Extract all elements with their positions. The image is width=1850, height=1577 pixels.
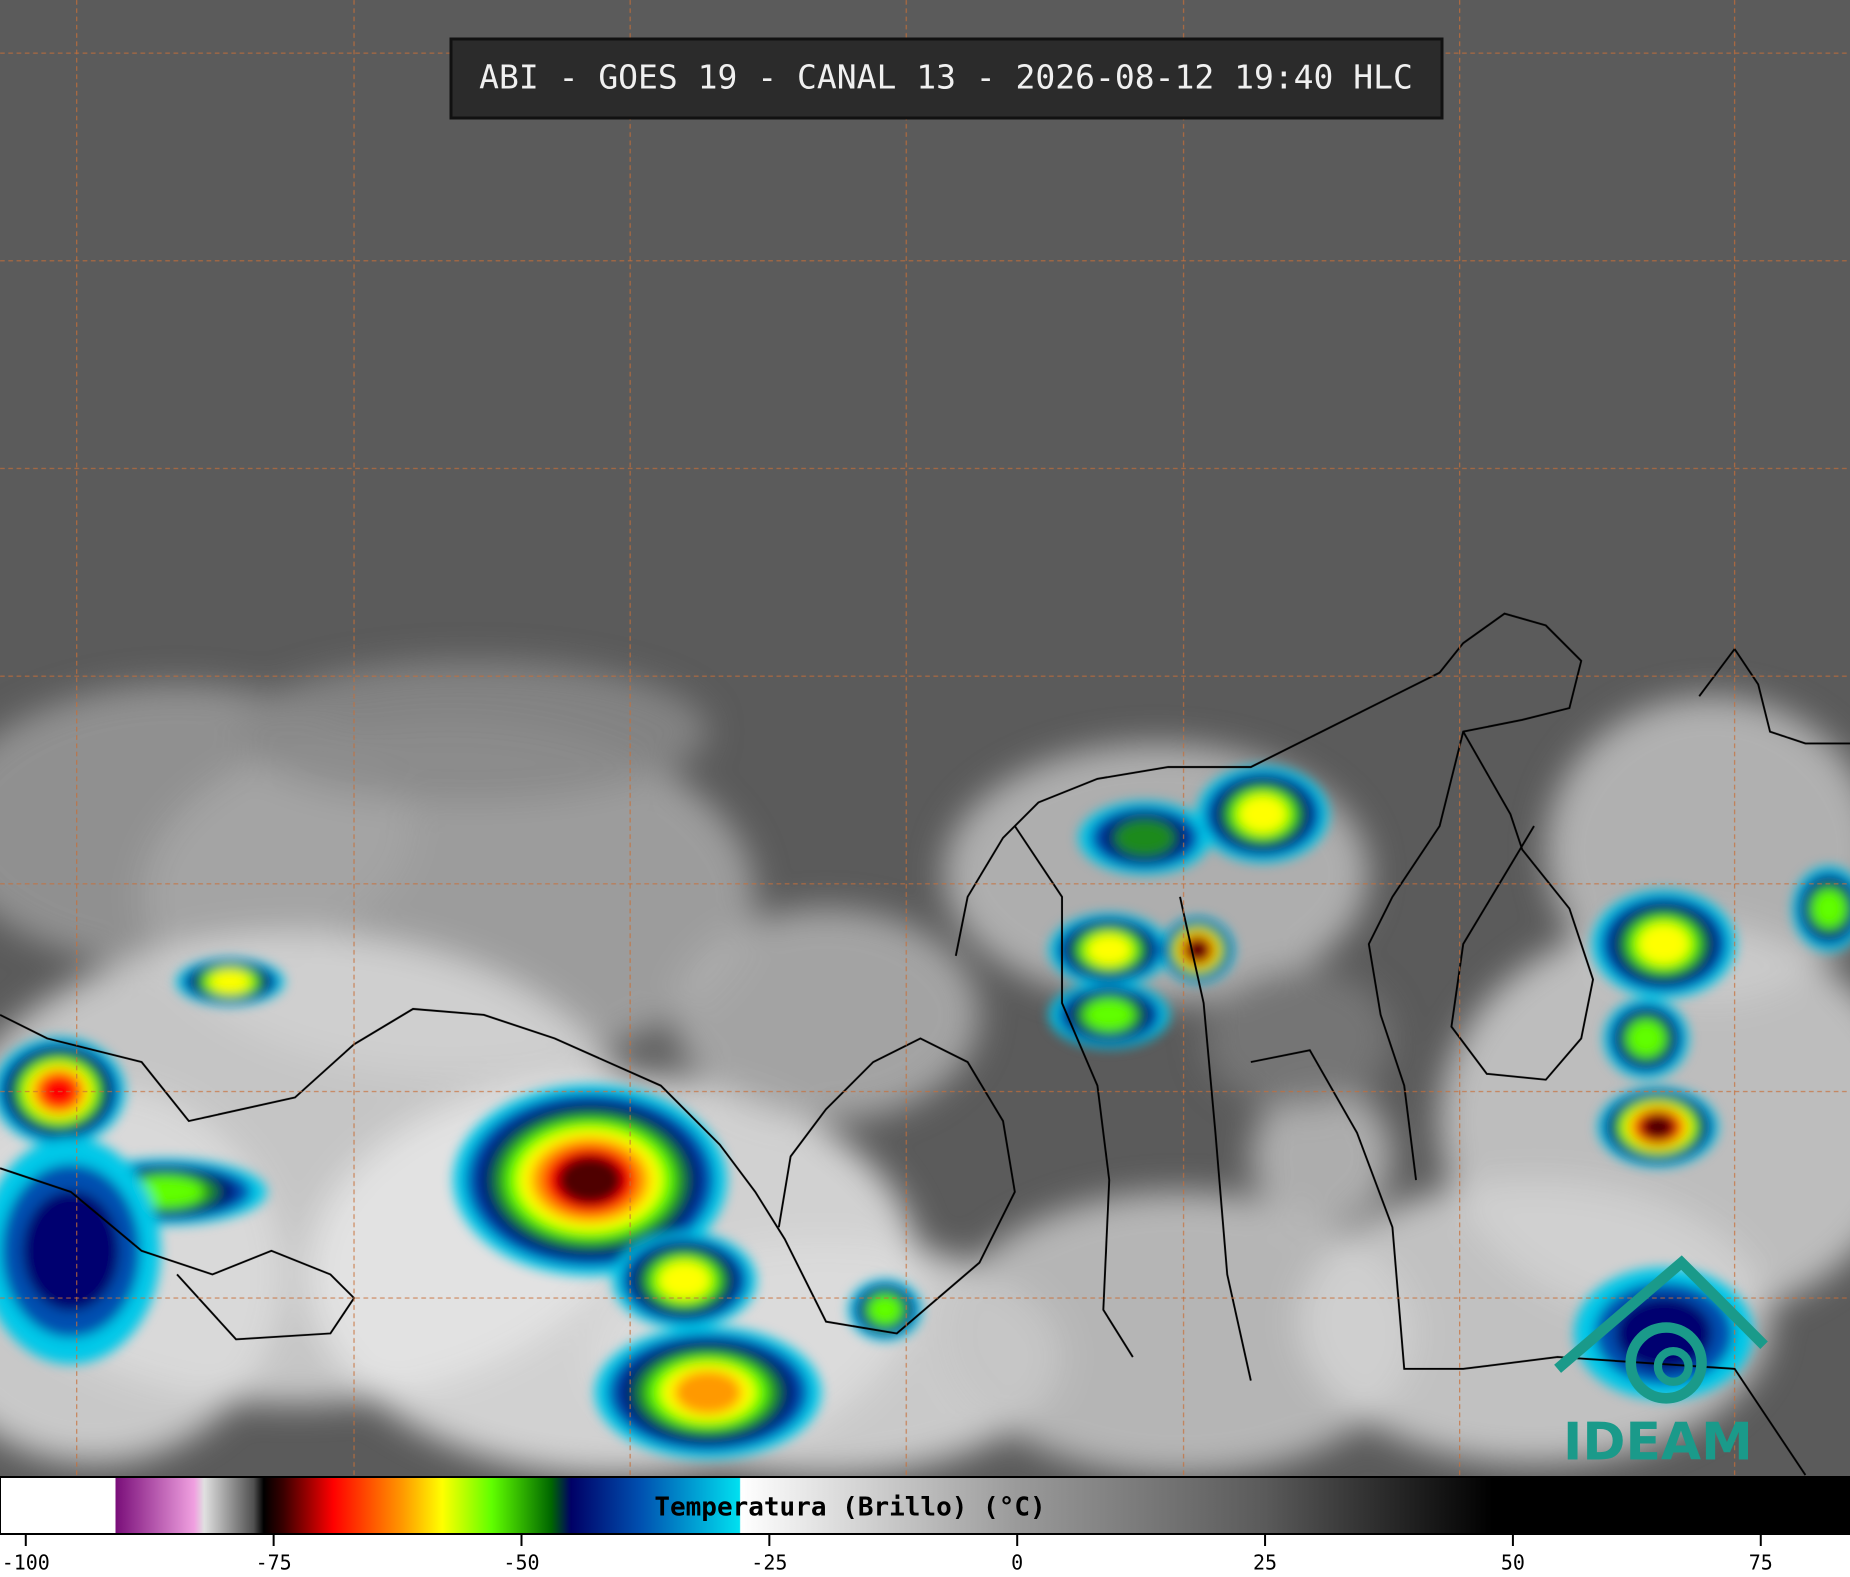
logo-text: IDEAM — [1563, 1413, 1753, 1473]
storm-cell — [1812, 889, 1846, 928]
tick-label: -25 — [751, 1551, 787, 1575]
storm-cell — [556, 1155, 624, 1205]
colorbar-ramp — [0, 1476, 1850, 1535]
storm-cell — [22, 1190, 120, 1311]
cloud — [236, 660, 709, 803]
cloud — [944, 1191, 1417, 1476]
logo-spiral — [1653, 1346, 1693, 1386]
storm-cell — [1084, 999, 1134, 1031]
storm-cell — [1184, 937, 1211, 963]
storm-cell — [1113, 818, 1176, 857]
title-background — [449, 37, 1444, 120]
coastline — [1450, 647, 1850, 1081]
storm-cell — [209, 969, 251, 994]
cloud — [1250, 1085, 1393, 1228]
border — [1014, 825, 1807, 1476]
storm-cell — [674, 1370, 742, 1415]
colorbar-label: Temperatura (Brillo) (°C) — [654, 1493, 1045, 1523]
coastlines — [0, 612, 1850, 1476]
tick-label: 50 — [1501, 1551, 1525, 1575]
tick-label: 75 — [1749, 1551, 1773, 1575]
logo: IDEAM — [1554, 1255, 1768, 1473]
tick-label: 25 — [1253, 1551, 1277, 1575]
coastline — [0, 1007, 1016, 1335]
tick-label: -100 — [2, 1551, 50, 1575]
map: IDEAM — [0, 0, 1850, 1479]
storm-cell — [658, 1261, 711, 1300]
tick-label: -50 — [503, 1551, 539, 1575]
coastline — [0, 1167, 356, 1341]
storm-cell — [1086, 934, 1132, 966]
storm-cell — [1615, 1296, 1713, 1370]
cloud — [1203, 967, 1393, 1110]
title: ABI - GOES 19 - CANAL 13 - 2026-08-12 19… — [479, 58, 1413, 97]
storm-cell — [1627, 1020, 1665, 1057]
logo-roof — [1554, 1255, 1768, 1373]
graticule — [0, 0, 1850, 1479]
storm-cell — [1640, 1113, 1676, 1141]
colorbar: Temperatura (Brillo) (°C) -100 -75 -50 -25 0… — [0, 1476, 1850, 1575]
storm-cell — [1238, 795, 1287, 834]
coastline — [954, 612, 1583, 1181]
tick-label: 0 — [1011, 1551, 1023, 1575]
storm-cell — [1638, 923, 1690, 965]
storm-cell — [868, 1294, 902, 1325]
cloud — [672, 908, 980, 1122]
title-box: ABI - GOES 19 - CANAL 13 - 2026-08-12 19… — [449, 37, 1444, 120]
tick-label: -75 — [256, 1551, 292, 1575]
logo-spiral — [1625, 1322, 1707, 1404]
